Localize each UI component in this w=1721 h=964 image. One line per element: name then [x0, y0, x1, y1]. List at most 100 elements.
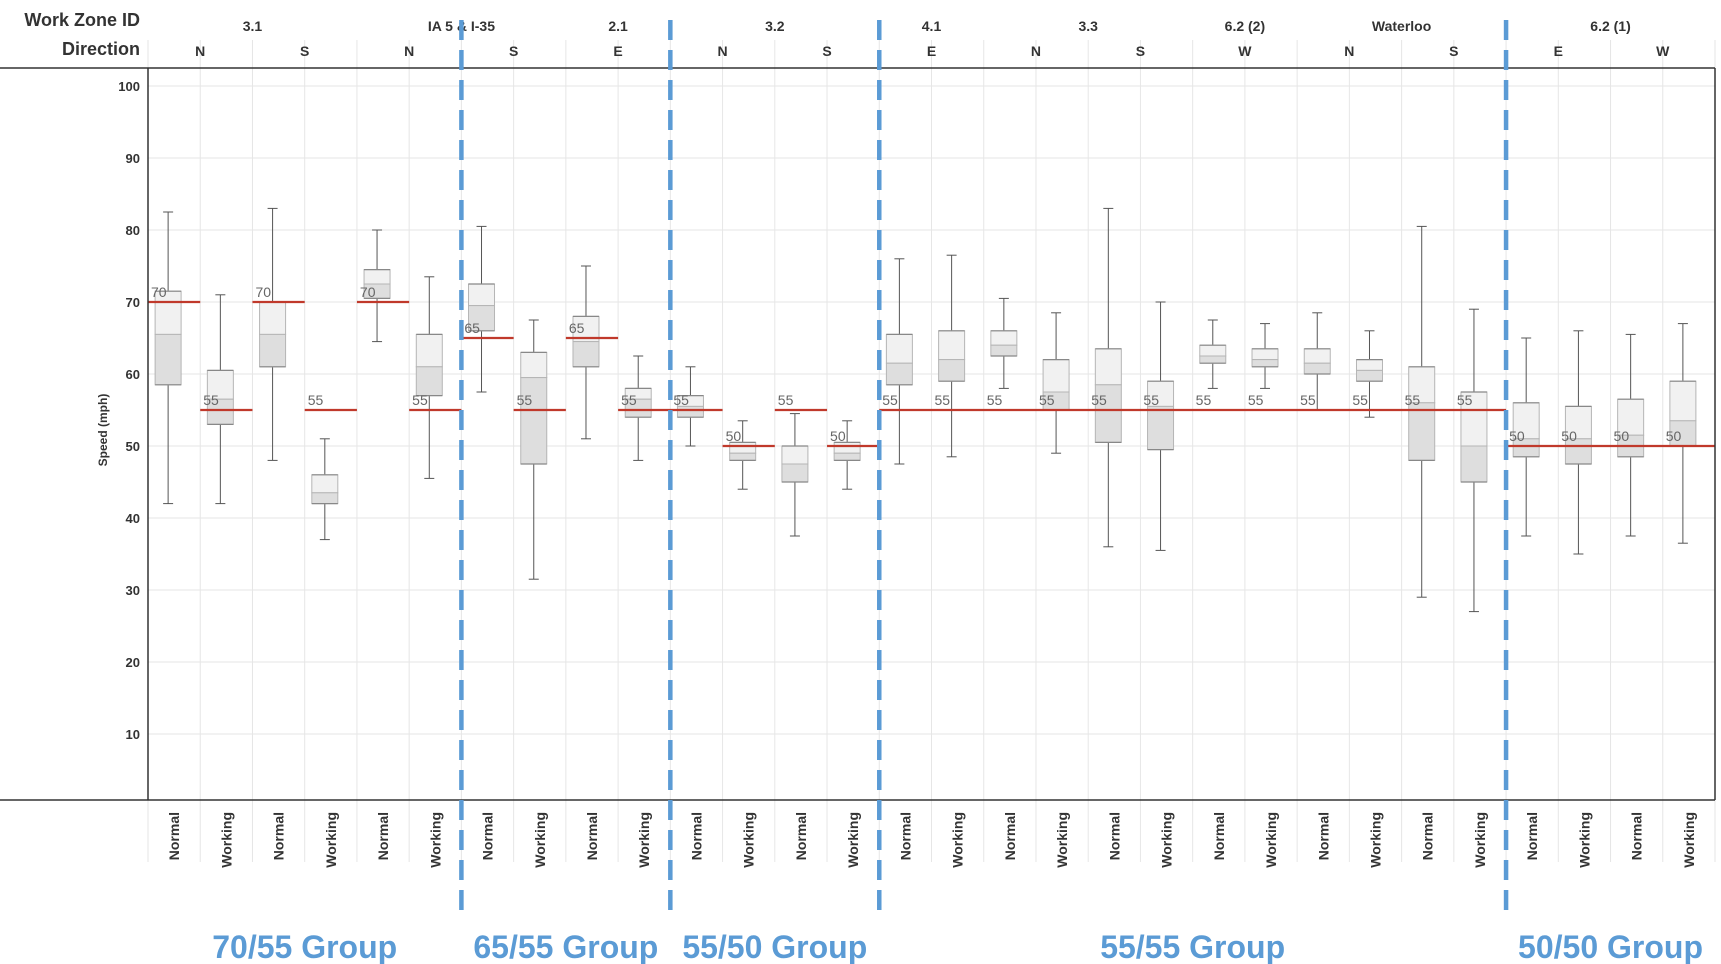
condition-label: Working	[1367, 812, 1383, 868]
lower-box	[1199, 355, 1227, 364]
group-label: 55/55 Group	[1100, 929, 1285, 964]
upper-box	[1669, 380, 1697, 422]
direction-label: S	[1449, 43, 1458, 59]
direction-label: N	[718, 43, 728, 59]
condition-label: Normal	[584, 812, 600, 860]
upper-box	[781, 445, 809, 465]
condition-label: Normal	[480, 812, 496, 860]
speed-limit-label: 65	[464, 320, 480, 336]
speed-limit-label: 55	[1457, 392, 1473, 408]
y-tick-label: 20	[126, 655, 140, 670]
condition-label: Normal	[1629, 812, 1645, 860]
lower-box	[1460, 445, 1488, 483]
speed-limit-label: 55	[673, 392, 689, 408]
speed-limit-layer: 70 55 70 55 70 55 65 55 65 55 55 50 55 50 55 55 55 55 55 55…	[148, 284, 1715, 448]
lower-box	[154, 333, 182, 386]
lower-box	[415, 366, 443, 397]
zone-id-label: 4.1	[922, 18, 942, 34]
speed-limit-label: 70	[255, 284, 271, 300]
box-plot-column	[363, 229, 391, 343]
upper-box	[1460, 391, 1488, 447]
upper-box	[154, 290, 182, 335]
speed-limit-label: 50	[1509, 428, 1525, 444]
box-plot-column	[1669, 323, 1697, 544]
direction-label: S	[509, 43, 518, 59]
y-tick-label: 100	[118, 79, 140, 94]
box-plot-column	[259, 207, 287, 461]
upper-box	[729, 441, 757, 454]
condition-label: Working	[636, 812, 652, 868]
speed-limit-label: 55	[1300, 392, 1316, 408]
box-plot-column	[468, 225, 496, 393]
lower-box	[676, 405, 704, 418]
speed-limit-label: 55	[1352, 392, 1368, 408]
box-plot-column	[938, 254, 966, 458]
box-plot-column	[520, 319, 548, 580]
group-label: 70/55 Group	[212, 929, 397, 964]
box-plot-column	[1199, 319, 1227, 389]
speed-limit-label: 55	[517, 392, 533, 408]
speed-limit-label: 55	[882, 392, 898, 408]
boxes-layer	[154, 207, 1697, 613]
upper-box	[833, 441, 861, 454]
upper-box	[1303, 348, 1331, 364]
box-plot-column	[1042, 312, 1070, 454]
condition-label: Working	[950, 812, 966, 868]
upper-box	[1042, 359, 1070, 393]
y-tick-label: 10	[126, 727, 140, 742]
condition-label: Working	[1576, 812, 1592, 868]
direction-label: N	[195, 43, 205, 59]
condition-label: Normal	[1002, 812, 1018, 860]
lower-box	[468, 305, 496, 332]
upper-box	[363, 269, 391, 285]
upper-box	[520, 351, 548, 379]
lower-box	[1147, 405, 1175, 451]
lower-box	[520, 377, 548, 465]
upper-box	[259, 301, 287, 335]
direction-label: S	[300, 43, 309, 59]
speed-limit-label: 65	[569, 320, 585, 336]
lower-box	[990, 344, 1018, 357]
y-tick-label: 30	[126, 583, 140, 598]
work-zone-id-title: Work Zone ID	[24, 10, 140, 30]
upper-box	[415, 333, 443, 368]
box-plot-column	[572, 265, 600, 440]
upper-box	[311, 474, 339, 494]
condition-label: Normal	[166, 812, 182, 860]
group-label: 50/50 Group	[1518, 929, 1703, 964]
condition-label: Working	[1054, 812, 1070, 868]
direction-label: S	[822, 43, 831, 59]
y-axis-title: Speed (mph)	[96, 394, 110, 467]
box-plot-column	[781, 413, 809, 537]
box-plot-column	[1408, 225, 1436, 598]
condition-label: Normal	[793, 812, 809, 860]
speed-limit-label: 50	[1614, 428, 1630, 444]
condition-label: Working	[845, 812, 861, 868]
condition-label: Working	[323, 812, 339, 868]
y-tick-label: 80	[126, 223, 140, 238]
speed-limit-label: 55	[412, 392, 428, 408]
box-plot-column	[311, 438, 339, 541]
condition-label: Normal	[271, 812, 287, 860]
speed-limit-label: 55	[1143, 392, 1159, 408]
box-plot-column	[154, 211, 182, 505]
speed-limit-label: 55	[308, 392, 324, 408]
box-plot-column	[1564, 330, 1592, 555]
speed-limit-label: 55	[987, 392, 1003, 408]
condition-label: Working	[218, 812, 234, 868]
y-tick-label: 70	[126, 295, 140, 310]
zone-id-label: 3.3	[1078, 18, 1098, 34]
condition-label: Normal	[1420, 812, 1436, 860]
direction-label: N	[404, 43, 414, 59]
speed-limit-label: 55	[935, 392, 951, 408]
direction-label: E	[1554, 43, 1563, 59]
direction-label: N	[1344, 43, 1354, 59]
speed-limit-label: 50	[830, 428, 846, 444]
condition-label: Working	[427, 812, 443, 868]
upper-box	[468, 283, 496, 307]
speed-limit-label: 70	[151, 284, 167, 300]
condition-label: Normal	[688, 812, 704, 860]
upper-box	[1094, 348, 1122, 386]
condition-label: Working	[532, 812, 548, 868]
condition-label: Working	[1263, 812, 1279, 868]
